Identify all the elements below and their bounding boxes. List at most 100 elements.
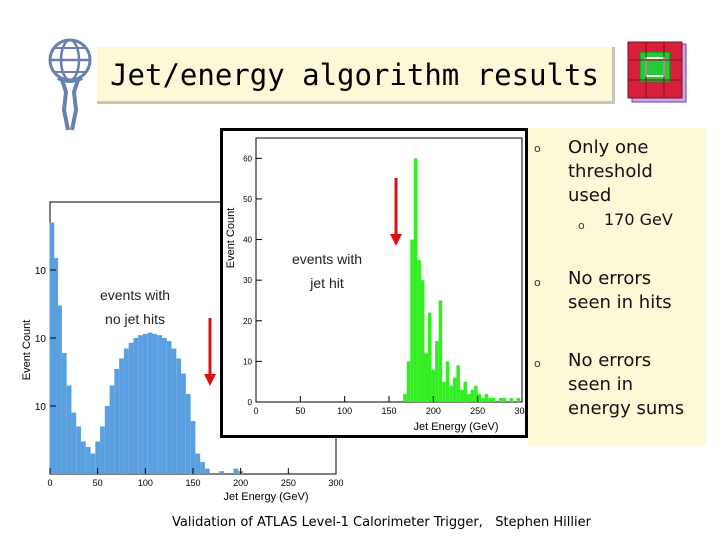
histogram-bar bbox=[157, 335, 163, 474]
histogram-bar bbox=[138, 335, 143, 474]
histogram-bar bbox=[413, 158, 418, 402]
y-axis-label: Event Count bbox=[21, 320, 33, 381]
histogram-bar bbox=[502, 397, 507, 402]
histogram-bar bbox=[467, 393, 471, 402]
x-tick-label: 200 bbox=[233, 478, 248, 488]
y-tick-label: 20 bbox=[243, 317, 252, 326]
x-tick-label: 50 bbox=[93, 478, 103, 488]
histogram-bar bbox=[481, 397, 485, 402]
slide-footer: Validation of ATLAS Level-1 Calorimeter … bbox=[172, 515, 591, 530]
x-axis-label: Jet Energy (GeV) bbox=[414, 421, 499, 433]
histogram-bar bbox=[162, 338, 167, 474]
trigger-tower-logo bbox=[627, 41, 687, 103]
histogram-bar bbox=[417, 259, 421, 402]
histogram-bar bbox=[449, 385, 453, 402]
x-tick-label: 200 bbox=[426, 406, 441, 416]
x-tick-label: 100 bbox=[138, 478, 153, 488]
bullet-marker: o bbox=[534, 276, 541, 289]
histogram-bar bbox=[95, 441, 101, 474]
histogram-bar bbox=[57, 305, 62, 474]
histogram-bar bbox=[185, 394, 191, 474]
y-tick-label: 60 bbox=[243, 154, 252, 163]
bullet-text: Only one threshold used bbox=[568, 137, 653, 206]
histogram-bar bbox=[109, 385, 115, 474]
slide-title: Jet/energy algorithm results bbox=[110, 58, 599, 92]
histogram-bar bbox=[516, 397, 521, 402]
y-tick-label: 10 bbox=[35, 334, 47, 345]
bullet-text: No errors seen in energy sums bbox=[568, 350, 685, 419]
x-tick-label: 150 bbox=[381, 406, 396, 416]
histogram-bar bbox=[410, 239, 414, 402]
histogram-bar bbox=[204, 468, 210, 474]
histogram-bar bbox=[442, 381, 446, 402]
histogram-bar bbox=[219, 471, 224, 474]
y-tick-label: 10 bbox=[35, 402, 47, 413]
y-tick-label: 30 bbox=[243, 276, 252, 285]
x-axis-label: Jet Energy (GeV) bbox=[224, 491, 309, 503]
histogram-bar bbox=[66, 385, 72, 474]
histogram-bar bbox=[509, 397, 514, 402]
y-tick-label: 10 bbox=[243, 357, 252, 366]
y-axis-label: Event Count bbox=[225, 208, 237, 269]
y-tick-label: 0 bbox=[248, 398, 253, 407]
histogram-bar bbox=[477, 393, 482, 402]
histogram-bar bbox=[147, 332, 153, 474]
x-tick-label: 0 bbox=[253, 406, 258, 416]
histogram-bar bbox=[470, 389, 475, 402]
histogram-bar bbox=[488, 397, 492, 402]
histogram-bar bbox=[90, 453, 96, 474]
x-tick-label: 0 bbox=[47, 478, 52, 488]
x-tick-label: 150 bbox=[185, 478, 200, 488]
histogram-bar bbox=[100, 426, 105, 474]
y-tick-label: 10 bbox=[35, 266, 47, 277]
histogram-bar bbox=[176, 358, 182, 474]
histogram-bar bbox=[80, 441, 86, 474]
histogram-bar bbox=[104, 406, 110, 474]
x-tick-label: 100 bbox=[337, 406, 352, 416]
histogram-bar bbox=[424, 353, 429, 402]
histogram-bar bbox=[123, 348, 129, 474]
x-tick-label: 250 bbox=[281, 478, 296, 488]
histogram-bar bbox=[152, 333, 158, 474]
histogram-bar bbox=[171, 348, 177, 474]
histogram-bar bbox=[498, 397, 503, 402]
histogram-bar bbox=[233, 468, 239, 474]
atlas-logo bbox=[48, 38, 92, 131]
y-tick-label: 50 bbox=[243, 195, 252, 204]
histogram-bar bbox=[474, 385, 478, 402]
jet-histogram: 0 50 100 150 200 250 300 0 10 20 30 40 50 60 Event Co… bbox=[220, 128, 528, 438]
bullet-text: No errors seen in hits bbox=[568, 268, 672, 313]
histogram-bar bbox=[420, 280, 425, 402]
histogram-bar bbox=[491, 397, 496, 402]
histogram-bar bbox=[403, 393, 407, 402]
histogram-bar bbox=[142, 333, 148, 474]
histogram-bar bbox=[452, 377, 457, 402]
histogram-bar bbox=[119, 358, 124, 474]
histogram-bar bbox=[133, 338, 139, 474]
histogram-bar bbox=[114, 369, 120, 474]
histogram-bar bbox=[431, 369, 436, 402]
bullet-panel bbox=[528, 128, 706, 445]
sub-bullet-text: 170 GeV bbox=[604, 210, 673, 229]
x-tick-label: 250 bbox=[470, 406, 485, 416]
histogram-bar bbox=[85, 446, 91, 474]
histogram-bar bbox=[445, 361, 450, 402]
histogram-bar bbox=[71, 412, 77, 474]
histogram-bar bbox=[406, 361, 411, 402]
x-tick-label: 300 bbox=[514, 406, 528, 416]
histogram-bar bbox=[61, 353, 67, 474]
bullet-marker: o bbox=[534, 357, 541, 370]
histogram-bar bbox=[463, 381, 468, 402]
histogram-bar bbox=[459, 389, 464, 402]
histogram-bar bbox=[128, 342, 134, 474]
title-box bbox=[97, 47, 615, 104]
x-tick-label: 300 bbox=[328, 478, 343, 488]
histogram-bar bbox=[181, 373, 186, 474]
bullet-marker: o bbox=[534, 142, 541, 155]
histogram-bar bbox=[484, 393, 489, 402]
histogram-bar bbox=[166, 341, 172, 474]
histogram-bar bbox=[200, 462, 205, 474]
sub-bullet-marker: o bbox=[578, 219, 585, 232]
histogram-bar bbox=[438, 300, 443, 402]
histogram-bar bbox=[428, 312, 432, 402]
